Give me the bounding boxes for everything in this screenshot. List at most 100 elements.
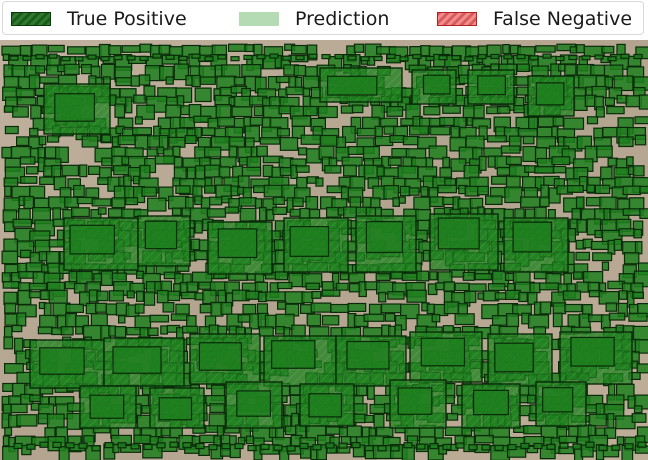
true-positive-box bbox=[125, 96, 133, 114]
true-positive-box bbox=[160, 427, 171, 437]
true-positive-box bbox=[236, 390, 272, 417]
true-positive-box bbox=[132, 127, 153, 136]
true-positive-box bbox=[4, 302, 17, 314]
true-positive-box bbox=[291, 44, 307, 55]
true-positive-box bbox=[417, 136, 437, 149]
true-positive-box bbox=[575, 251, 590, 261]
true-positive-box bbox=[464, 56, 474, 62]
true-positive-box bbox=[209, 403, 227, 413]
true-positive-box bbox=[529, 55, 539, 61]
true-positive-box bbox=[277, 301, 287, 310]
true-positive-box bbox=[402, 135, 420, 146]
true-positive-box bbox=[472, 389, 509, 416]
true-positive-box bbox=[190, 238, 200, 251]
true-positive-box bbox=[228, 43, 248, 52]
true-positive-box bbox=[126, 55, 136, 61]
true-positive-box bbox=[539, 196, 550, 208]
true-positive-box bbox=[39, 441, 49, 448]
true-positive-box bbox=[347, 302, 367, 313]
true-positive-box bbox=[422, 74, 451, 95]
true-positive-box bbox=[117, 442, 127, 449]
true-positive-box bbox=[437, 184, 458, 194]
true-positive-box bbox=[256, 145, 268, 157]
true-positive-box bbox=[169, 441, 179, 448]
true-positive-box bbox=[19, 156, 36, 165]
true-positive-box bbox=[352, 413, 366, 424]
true-positive-box bbox=[594, 54, 604, 60]
true-positive-box bbox=[295, 165, 310, 173]
true-positive-box bbox=[305, 196, 319, 210]
true-positive-box bbox=[527, 314, 550, 329]
true-positive-box bbox=[520, 442, 530, 450]
true-positive-box bbox=[16, 414, 38, 427]
true-positive-box bbox=[613, 75, 634, 92]
true-positive-box bbox=[224, 206, 240, 214]
true-positive-box bbox=[231, 106, 253, 118]
true-positive-box bbox=[634, 241, 643, 255]
true-positive-box bbox=[408, 187, 420, 196]
true-positive-box bbox=[438, 55, 448, 61]
true-positive-box bbox=[1, 250, 19, 265]
true-positive-box bbox=[43, 302, 52, 317]
true-positive-box bbox=[538, 282, 560, 291]
true-positive-box bbox=[173, 63, 190, 81]
true-positive-box bbox=[39, 76, 60, 84]
true-positive-box bbox=[191, 74, 201, 88]
true-positive-box bbox=[113, 55, 123, 61]
true-positive-box bbox=[477, 185, 490, 196]
true-positive-box bbox=[204, 146, 222, 158]
true-positive-box bbox=[39, 347, 85, 375]
true-positive-box bbox=[302, 87, 311, 98]
true-positive-box bbox=[292, 197, 304, 207]
true-positive-box bbox=[3, 363, 24, 374]
true-positive-box bbox=[138, 74, 151, 86]
true-positive-box bbox=[186, 166, 196, 180]
true-positive-box bbox=[519, 196, 541, 208]
true-positive-box bbox=[319, 134, 338, 147]
true-positive-box bbox=[562, 290, 582, 301]
true-positive-box bbox=[204, 185, 216, 194]
true-positive-box bbox=[603, 427, 617, 439]
true-positive-box bbox=[167, 290, 181, 302]
true-positive-box bbox=[632, 325, 648, 341]
true-positive-box bbox=[409, 125, 429, 136]
true-positive-box bbox=[211, 44, 228, 56]
true-positive-box bbox=[639, 185, 648, 194]
true-positive-box bbox=[348, 272, 366, 284]
true-positive-box bbox=[198, 342, 243, 371]
true-positive-box bbox=[52, 207, 62, 221]
true-positive-box bbox=[289, 226, 330, 257]
true-positive-box bbox=[347, 145, 365, 155]
true-positive-box bbox=[409, 45, 423, 56]
true-positive-box bbox=[91, 198, 112, 207]
true-positive-box bbox=[202, 289, 217, 305]
true-positive-box bbox=[61, 56, 71, 62]
true-positive-box bbox=[558, 435, 578, 444]
true-positive-box bbox=[10, 403, 28, 414]
true-positive-box bbox=[428, 145, 448, 160]
true-positive-box bbox=[477, 75, 506, 96]
true-positive-box bbox=[490, 53, 500, 60]
true-positive-box bbox=[608, 87, 623, 100]
true-positive-box bbox=[3, 326, 13, 339]
true-positive-box bbox=[101, 157, 113, 167]
true-positive-box bbox=[567, 314, 580, 329]
true-positive-box bbox=[23, 195, 34, 209]
true-positive-box bbox=[429, 271, 438, 281]
true-positive-box bbox=[242, 303, 257, 315]
true-positive-box bbox=[306, 44, 318, 61]
true-positive-box bbox=[604, 97, 615, 107]
true-positive-box bbox=[16, 96, 37, 106]
true-positive-box bbox=[386, 53, 396, 60]
true-positive-box bbox=[403, 442, 413, 449]
true-positive-box bbox=[213, 176, 223, 187]
true-positive-box bbox=[552, 116, 564, 127]
true-positive-box bbox=[269, 53, 279, 59]
true-positive-box bbox=[51, 164, 62, 179]
true-positive-box bbox=[618, 136, 634, 148]
true-positive-box bbox=[125, 197, 139, 206]
true-positive-box bbox=[588, 413, 607, 427]
true-positive-box bbox=[165, 104, 182, 118]
legend-item-prediction: Prediction bbox=[239, 2, 389, 36]
true-positive-box bbox=[79, 164, 88, 178]
